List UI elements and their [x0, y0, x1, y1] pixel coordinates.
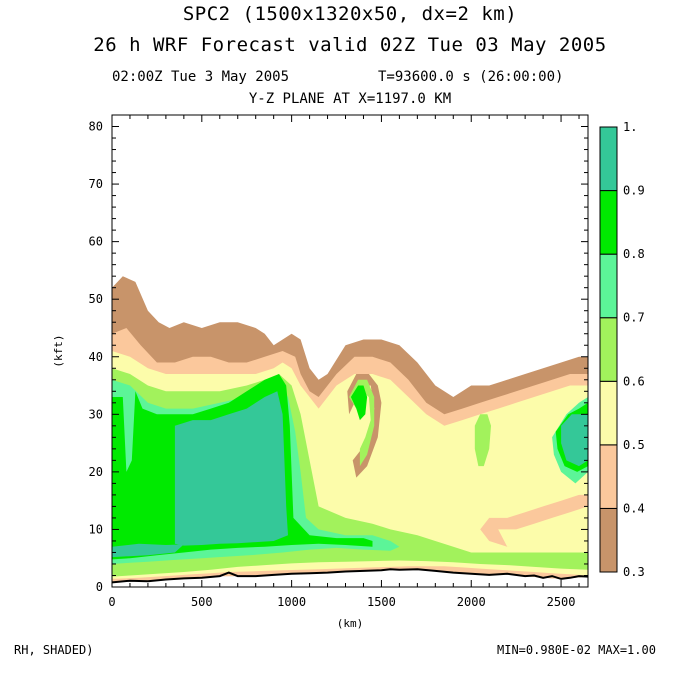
chart-title: SPC2 (1500x1320x50, dx=2 km): [182, 3, 518, 25]
x-tick-label-2500: 2500: [547, 595, 576, 609]
time-label: 02:00Z Tue 3 May 2005: [112, 69, 290, 85]
rh-region-15: [561, 414, 588, 467]
y-tick-label-50: 50: [89, 292, 103, 306]
plane-label: Y-Z PLANE AT X=1197.0 KM: [248, 91, 452, 107]
x-tick-label-1000: 1000: [277, 595, 306, 609]
x-tick-label-1500: 1500: [367, 595, 396, 609]
y-tick-label-40: 40: [89, 350, 103, 364]
x-tick-label-2000: 2000: [457, 595, 486, 609]
y-tick-label-60: 60: [89, 235, 103, 249]
colorbar-label-7: 1.: [623, 120, 637, 134]
colorbar-segment-2: [599, 380, 618, 446]
y-tick-label-80: 80: [89, 120, 103, 134]
colorbar-segment-1: [599, 444, 618, 509]
x-tick-label-0: 0: [108, 595, 115, 609]
plot-frame: [111, 114, 589, 588]
terrain-line: [112, 568, 588, 584]
axis-ticks: 0 500 1000 1500 2000 2500 0 10 20 30 40 50 60 70 80: [89, 115, 588, 609]
y-axis-label: (kft): [52, 334, 65, 367]
colorbar-label-6: 0.9: [623, 184, 645, 198]
y-tick-label-10: 10: [89, 522, 103, 536]
colorbar-segment-3: [599, 317, 618, 382]
minmax-label: MIN=0.980E-02 MAX=1.00: [497, 643, 656, 657]
rh-region-10: [350, 385, 368, 421]
colorbar-segment-5: [599, 190, 618, 255]
colorbar-label-4: 0.7: [623, 311, 645, 325]
field-label: RH, SHADED): [14, 643, 94, 657]
colorbar-label-0: 0.3: [623, 565, 645, 579]
chart-subtitle: 26 h WRF Forecast valid 02Z Tue 03 May 2…: [93, 34, 607, 56]
colorbar-segment-4: [599, 253, 618, 319]
y-tick-label-30: 30: [89, 407, 103, 421]
rh-region-16: [474, 414, 491, 467]
y-tick-label-0: 0: [96, 580, 103, 594]
rh-region-12: [498, 506, 588, 550]
x-tick-label-500: 500: [191, 595, 213, 609]
sim-time-label: T=93600.0 s (26:00:00): [378, 69, 564, 85]
colorbar-label-3: 0.6: [623, 374, 645, 388]
colorbar-segment-0: [599, 507, 618, 573]
colorbar-label-5: 0.8: [623, 247, 645, 261]
rh-region-6: [174, 391, 288, 546]
rh-shading: [112, 276, 588, 583]
y-tick-label-70: 70: [89, 177, 103, 191]
x-axis-label: (km): [337, 617, 364, 630]
colorbar-label-2: 0.5: [623, 438, 645, 452]
y-tick-label-20: 20: [89, 465, 103, 479]
colorbar: 0.3 0.4 0.5 0.6 0.7 0.8 0.9 1.: [599, 120, 645, 579]
rh-region-7: [112, 543, 184, 558]
colorbar-segment-6: [599, 126, 618, 192]
colorbar-label-1: 0.4: [623, 501, 645, 515]
